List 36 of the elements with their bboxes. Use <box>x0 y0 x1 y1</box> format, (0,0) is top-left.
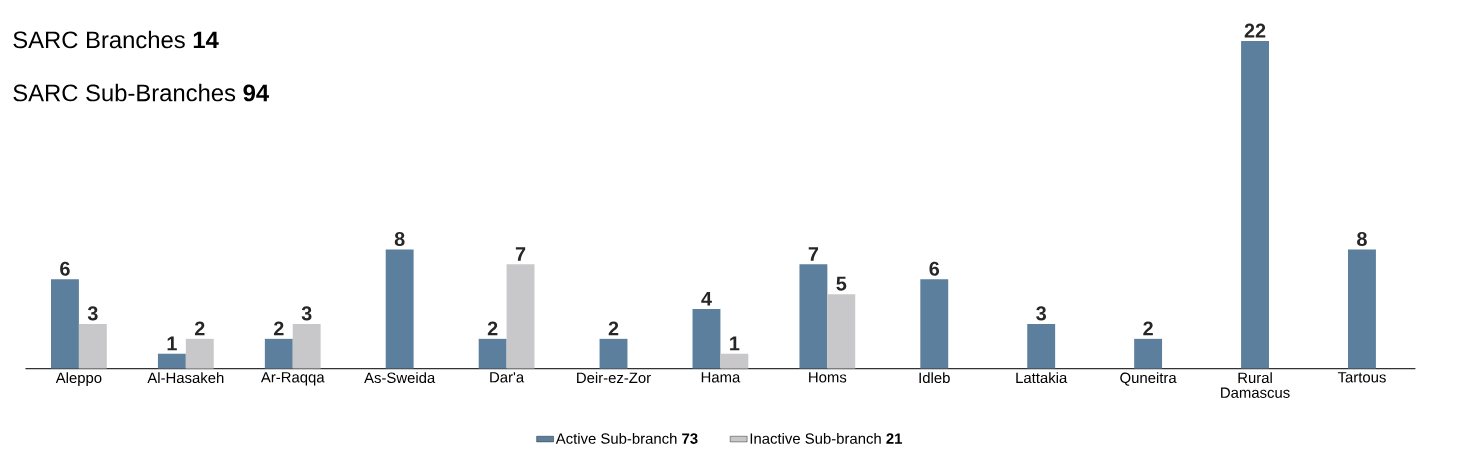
data-label: 3 <box>87 306 98 321</box>
data-label: 3 <box>301 306 312 321</box>
data-label: 7 <box>515 247 526 261</box>
data-label: 6 <box>60 261 70 276</box>
x-tick-label: Idleb <box>919 372 950 383</box>
data-label: 1 <box>730 336 740 351</box>
data-label: 8 <box>394 231 405 246</box>
x-tick-label: Ar-Raqqa <box>260 372 325 386</box>
legend-label: Inactive Sub-branch 21 <box>750 432 903 444</box>
annotation: SARC Sub-Branches 94 <box>13 83 270 102</box>
data-label: 3 <box>1036 306 1046 321</box>
x-tick-label: Homs <box>809 372 847 383</box>
data-label: 2 <box>194 321 205 336</box>
data-label: 2 <box>273 321 284 336</box>
data-label: 2 <box>487 321 498 336</box>
data-label: 22 <box>1244 23 1266 38</box>
x-tick-label: Tartous <box>1337 372 1386 383</box>
x-tick-label: Aleppo <box>55 372 102 386</box>
data-label: 7 <box>808 247 819 261</box>
x-tick-label: Rural Damascus <box>1221 372 1290 398</box>
data-label: 4 <box>701 291 712 306</box>
data-label: 2 <box>1143 321 1153 336</box>
x-tick-label: Lattakia <box>1016 372 1068 383</box>
x-tick-label: Quneitra <box>1120 372 1177 386</box>
data-label: 8 <box>1357 231 1367 246</box>
x-tick-label: Al-Hasakeh <box>147 372 224 383</box>
x-tick-label: As-Sweida <box>364 372 436 383</box>
legend-label: Active Sub-branch 73 <box>555 432 698 444</box>
data-label: 6 <box>929 261 940 276</box>
data-label: 2 <box>608 321 619 336</box>
x-tick-label: Dar'a <box>490 372 525 383</box>
data-label: 1 <box>167 336 177 351</box>
x-tick-label: Hama <box>701 372 741 383</box>
annotation: SARC Branches 14 <box>13 30 219 49</box>
data-label: 5 <box>836 276 847 291</box>
x-tick-label: Deir-ez-Zor <box>577 372 651 383</box>
